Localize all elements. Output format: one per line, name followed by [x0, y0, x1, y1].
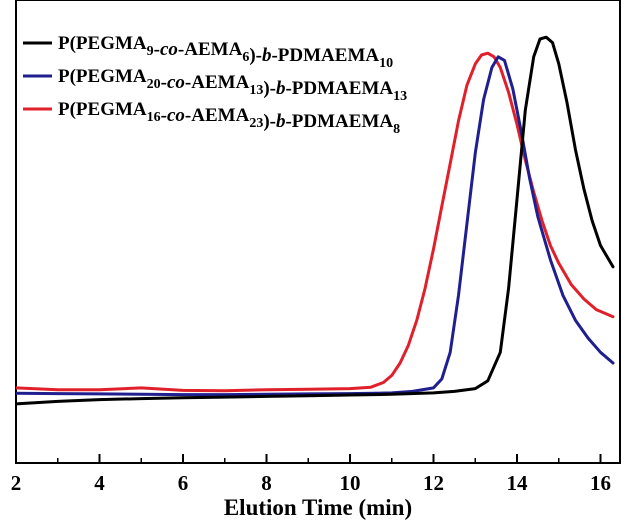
series-line-2: [16, 55, 615, 397]
x-axis-title: Elution Time (min): [224, 495, 412, 520]
x-tick-label: 2: [11, 471, 22, 495]
x-tick-label: 4: [94, 471, 105, 495]
legend-label-1: P(PEGMA9-co-AEMA6)-b-PDMAEMA10: [58, 33, 393, 71]
plot-frame: [15, 0, 621, 464]
x-tick-label: 14: [507, 471, 529, 495]
x-tick-label: 8: [261, 471, 272, 495]
legend: P(PEGMA9-co-AEMA6)-b-PDMAEMA10P(PEGMA20-…: [23, 33, 407, 137]
x-tick-label: 16: [590, 471, 611, 495]
x-axis-ticks: 2 4 6 8 10 12 14 16: [11, 454, 611, 495]
series-line-1: [16, 35, 615, 406]
series-line-3: [16, 51, 615, 393]
x-tick-label: 10: [340, 471, 361, 495]
legend-label-2: P(PEGMA20-co-AEMA13)-b-PDMAEMA13: [58, 66, 407, 104]
x-tick-label: 12: [423, 471, 444, 495]
x-tick-label: 6: [178, 471, 189, 495]
series-curves: [16, 35, 615, 406]
legend-label-3: P(PEGMA16-co-AEMA23)-b-PDMAEMA8: [58, 99, 400, 137]
